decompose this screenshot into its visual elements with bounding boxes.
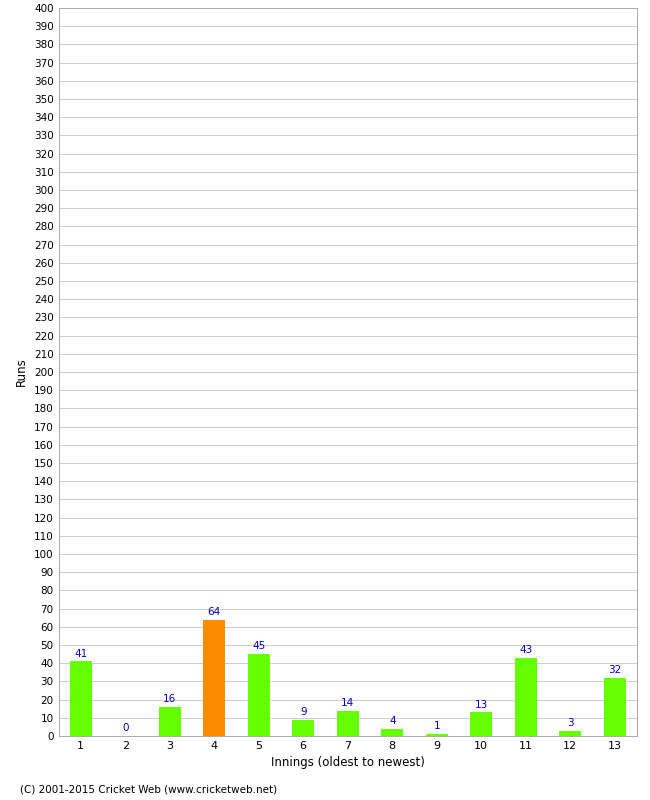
Text: 41: 41 <box>74 649 87 658</box>
Text: 43: 43 <box>519 645 532 655</box>
Bar <box>381 729 404 736</box>
Bar <box>604 678 626 736</box>
Text: 9: 9 <box>300 707 307 717</box>
Bar <box>203 619 226 736</box>
Bar <box>159 707 181 736</box>
Bar <box>248 654 270 736</box>
Bar <box>559 730 581 736</box>
Bar <box>470 712 493 736</box>
Text: 3: 3 <box>567 718 573 728</box>
Bar <box>426 734 448 736</box>
Text: 14: 14 <box>341 698 354 708</box>
Text: 4: 4 <box>389 716 396 726</box>
Text: 13: 13 <box>474 700 488 710</box>
Text: 16: 16 <box>163 694 176 704</box>
Bar <box>337 710 359 736</box>
Text: (C) 2001-2015 Cricket Web (www.cricketweb.net): (C) 2001-2015 Cricket Web (www.cricketwe… <box>20 784 277 794</box>
Text: 64: 64 <box>207 606 221 617</box>
Text: 1: 1 <box>434 722 440 731</box>
Text: 45: 45 <box>252 642 265 651</box>
Y-axis label: Runs: Runs <box>16 358 29 386</box>
X-axis label: Innings (oldest to newest): Innings (oldest to newest) <box>271 757 424 770</box>
Text: 32: 32 <box>608 665 621 675</box>
Bar <box>515 658 537 736</box>
Bar <box>70 662 92 736</box>
Text: 0: 0 <box>122 723 129 734</box>
Bar <box>292 720 315 736</box>
